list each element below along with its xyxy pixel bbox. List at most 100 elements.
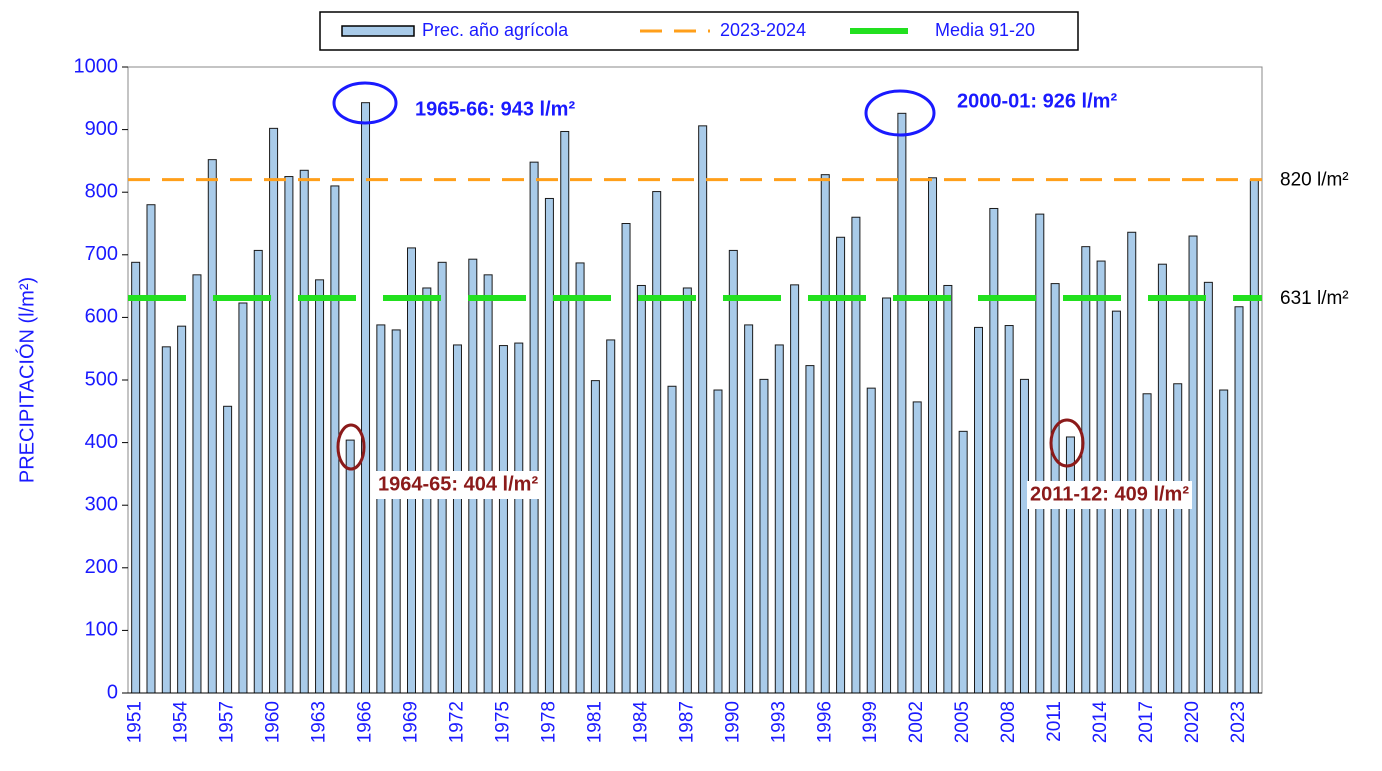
bar: [544, 197, 554, 694]
x-tick-label: 1960: [263, 701, 284, 743]
y-tick-label: 900: [85, 118, 118, 140]
bar: [223, 405, 233, 694]
bar: [1219, 389, 1229, 694]
bar: [407, 247, 416, 694]
bar: [897, 112, 907, 694]
annotation-circle: [1049, 418, 1085, 468]
bar: [728, 249, 738, 694]
bar: [928, 177, 938, 694]
legend-label: 2023-2024: [720, 20, 806, 40]
bar: [514, 342, 524, 694]
y-tick-label: 0: [107, 681, 118, 703]
bar: [131, 261, 141, 694]
annotation: 2000-01: 926 l/m²: [957, 90, 1117, 112]
bar: [621, 223, 631, 694]
bar: [376, 324, 386, 694]
bar: [1004, 325, 1014, 694]
bar: [146, 204, 156, 694]
x-tick-label: 2017: [1136, 701, 1157, 743]
x-tick-label: 1984: [630, 701, 651, 744]
bar: [1188, 235, 1198, 694]
bar: [1096, 260, 1106, 694]
bar: [1065, 436, 1075, 694]
annotation-background: [375, 471, 542, 499]
bar: [391, 329, 401, 694]
bar: [253, 249, 263, 694]
y-tick-label: 800: [85, 180, 118, 202]
legend-label: Media 91-20: [935, 20, 1035, 40]
x-tick-label: 2008: [998, 701, 1019, 743]
legend-swatch: [341, 25, 415, 37]
annotation-circle: [332, 81, 398, 125]
x-tick-label: 2020: [1182, 701, 1203, 743]
x-tick-label: 1981: [584, 701, 605, 743]
bar: [1035, 213, 1045, 694]
plot-area: [127, 66, 1263, 694]
legend-label: Prec. año agrícola: [422, 20, 569, 40]
bar: [590, 380, 600, 694]
y-axis-label: PRECIPITACIÓN (l/m²): [15, 277, 38, 483]
bar: [315, 279, 325, 694]
bar: [238, 302, 248, 694]
bar: [989, 207, 999, 694]
bar: [805, 365, 815, 694]
y-tick-label: 600: [85, 306, 118, 328]
y-tick-label: 200: [85, 556, 118, 578]
bar: [1203, 281, 1213, 694]
bar: [682, 287, 692, 694]
annotation-circle: [864, 89, 936, 137]
x-tick-label: 2011: [1044, 701, 1065, 742]
reference-label: 631 l/m²: [1280, 288, 1349, 309]
bar: [1249, 179, 1259, 694]
bar: [713, 389, 723, 694]
x-tick-label: 1996: [814, 701, 835, 743]
bar: [452, 344, 462, 694]
legend-box: [319, 11, 1079, 51]
bar: [1173, 383, 1183, 694]
bar: [958, 430, 968, 694]
x-tick-label: 1990: [722, 701, 743, 743]
bar: [774, 344, 784, 694]
bar: [652, 191, 662, 694]
y-tick-label: 1000: [74, 55, 119, 77]
x-tick-label: 1951: [125, 701, 146, 743]
bar: [912, 401, 922, 694]
y-tick-label: 100: [85, 619, 118, 641]
x-tick-label: 1966: [355, 701, 376, 743]
bar: [698, 125, 708, 694]
bar: [345, 439, 355, 694]
y-tick-label: 300: [85, 493, 118, 515]
x-tick-label: 1975: [492, 701, 513, 743]
bar: [560, 130, 570, 694]
x-tick-label: 1954: [171, 701, 192, 744]
reference-label: 820 l/m²: [1280, 170, 1349, 191]
bar: [882, 297, 892, 694]
bar: [207, 159, 217, 694]
annotation: 1965-66: 943 l/m²: [415, 98, 575, 120]
bar: [636, 284, 646, 694]
bar: [974, 326, 983, 694]
bar: [284, 176, 294, 694]
x-tick-label: 2005: [952, 701, 973, 743]
bar: [361, 102, 371, 694]
bar: [575, 262, 585, 694]
y-tick-label: 700: [85, 243, 118, 265]
x-tick-label: 2023: [1228, 701, 1249, 743]
bar: [1142, 393, 1152, 694]
bar: [606, 339, 616, 694]
bar: [161, 346, 171, 694]
x-tick-label: 2014: [1090, 701, 1111, 744]
bar: [943, 284, 953, 694]
bar: [820, 174, 830, 694]
x-tick-label: 2002: [906, 701, 927, 743]
x-tick-label: 1999: [860, 701, 881, 743]
x-tick-label: 1963: [309, 701, 330, 743]
bar: [1019, 378, 1029, 694]
bar: [299, 169, 309, 694]
bar: [759, 378, 769, 694]
bar: [851, 216, 861, 694]
bar: [866, 387, 876, 694]
annotation-circle: [336, 423, 366, 471]
bar: [498, 345, 508, 694]
